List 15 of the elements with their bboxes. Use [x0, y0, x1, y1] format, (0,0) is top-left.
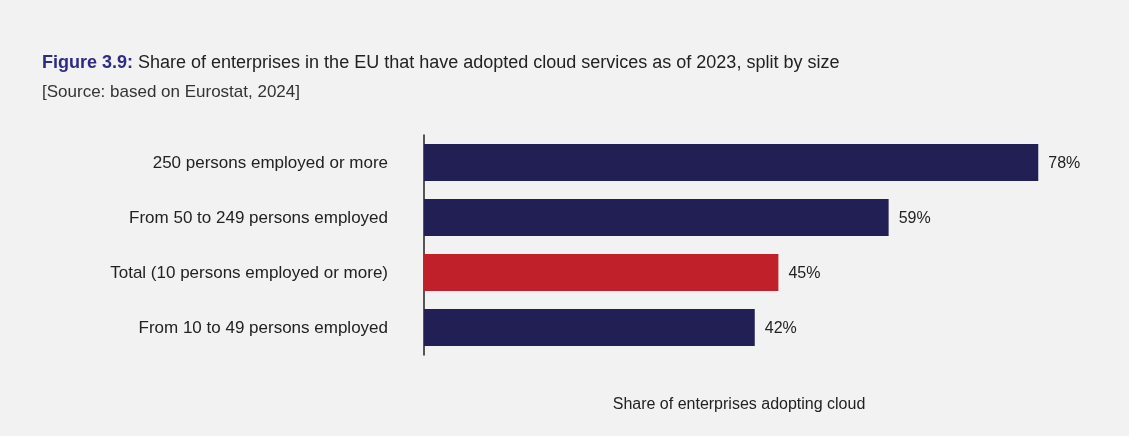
- bar: [424, 254, 779, 291]
- x-axis-title: Share of enterprises adopting cloud: [612, 394, 866, 412]
- y-tick-label: 250 persons employed or more: [152, 153, 388, 172]
- text: [Source: based on Eurostat, 2024]: [42, 82, 301, 101]
- y-tick-label: From 50 to 249 persons employed: [129, 208, 388, 227]
- y-tick-label: From 10 to 49 persons employed: [138, 318, 388, 337]
- bar: [424, 199, 889, 236]
- data-label: 59%: [898, 209, 931, 226]
- bar: [424, 144, 1039, 181]
- chart-title: Figure 3.9: Share of enterprises in the EU that have adopted cloud services as of 2023, split by size: [42, 52, 840, 72]
- data-label: 45%: [788, 264, 821, 281]
- data-label: 78%: [1048, 154, 1081, 171]
- bar: [424, 309, 755, 346]
- y-tick-label: Total (10 persons employed or more): [110, 263, 388, 282]
- data-label: 42%: [764, 319, 797, 336]
